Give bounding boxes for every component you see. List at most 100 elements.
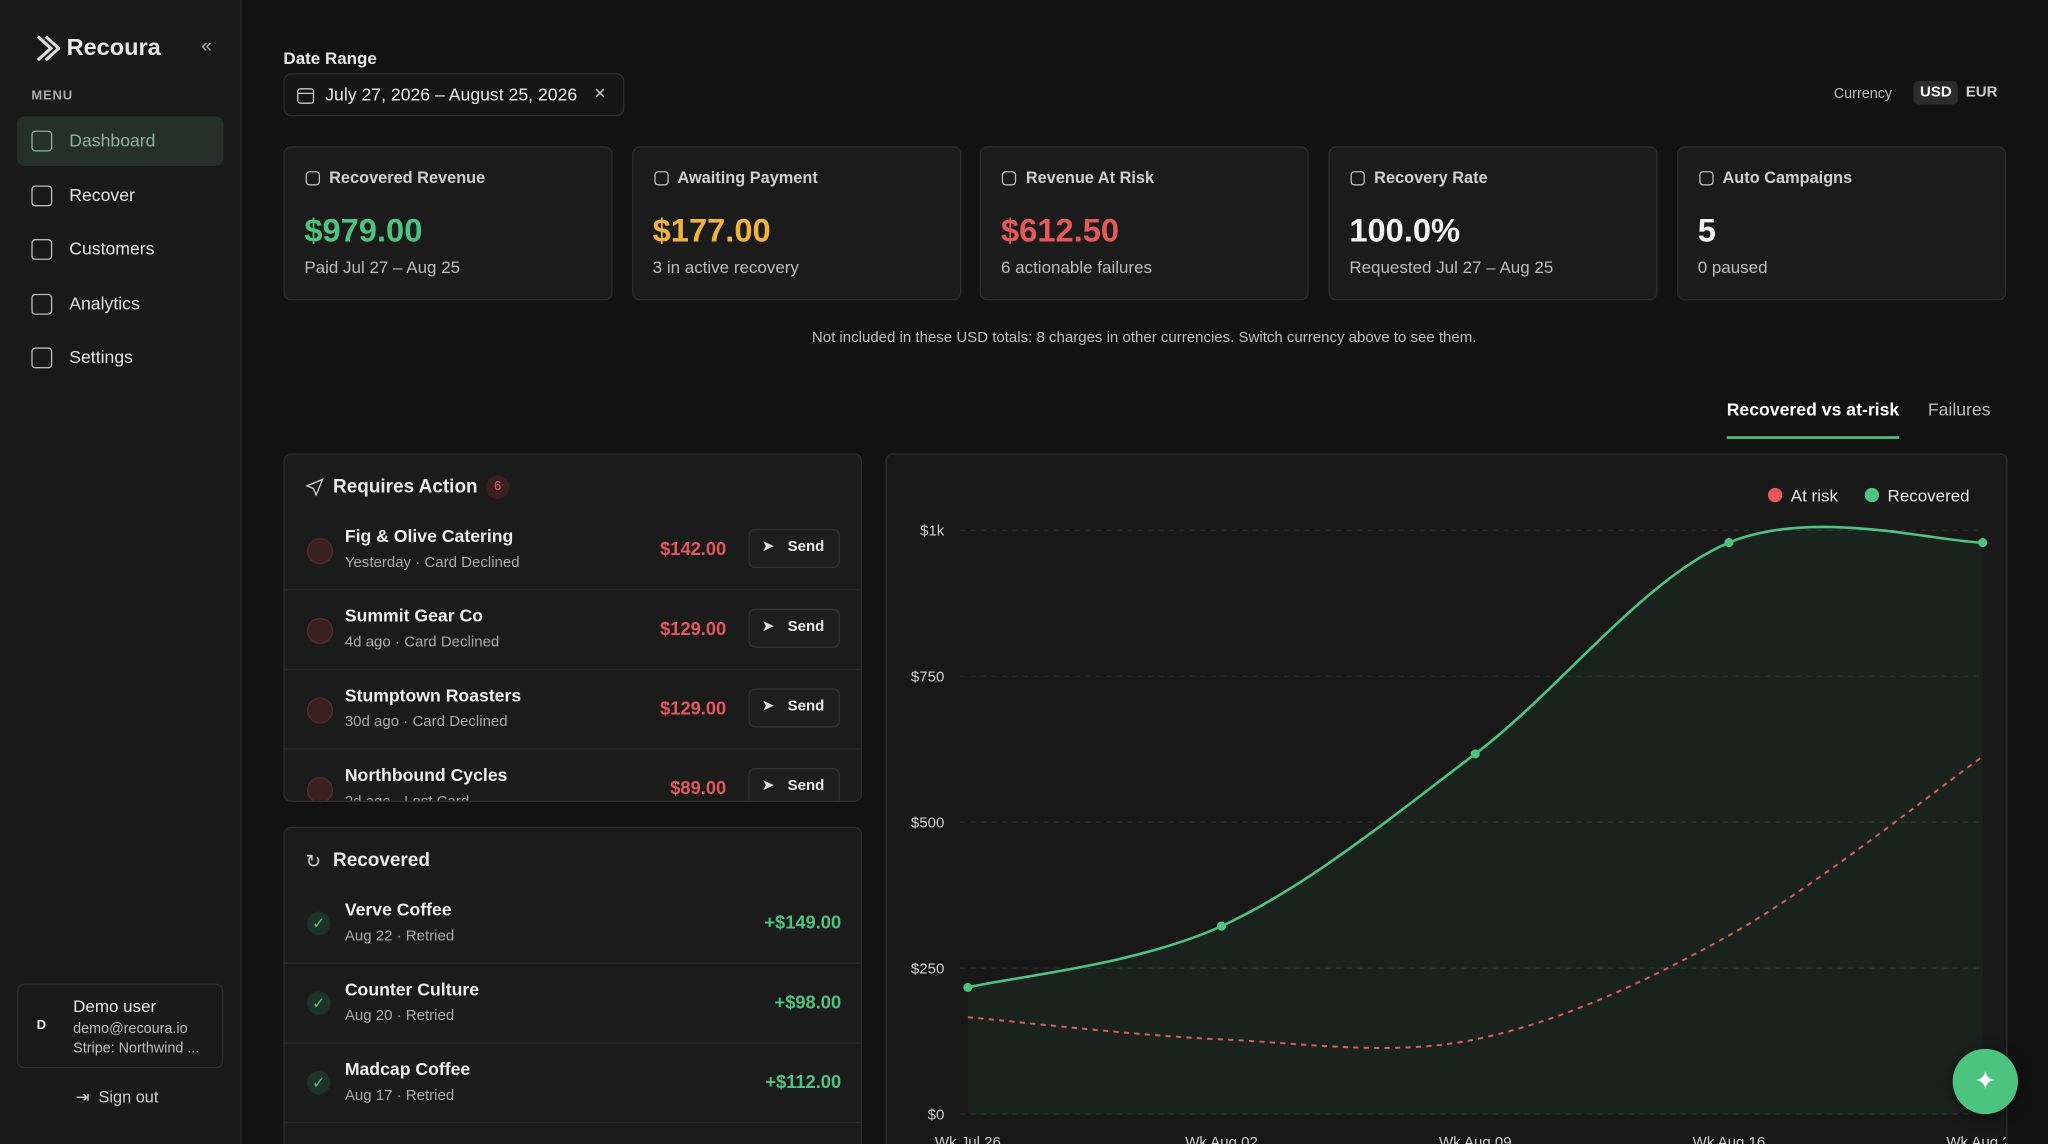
brand: Recoura: [66, 33, 161, 61]
send-label: Send: [787, 698, 825, 715]
recovered-row: ✓ Verve Coffee Aug 22 · Retried +$149.00: [284, 883, 861, 964]
sidebar: Recoura « MENU Dashboard Recover Customers…: [0, 0, 242, 1144]
kpi-value: $177.00: [652, 212, 771, 250]
amount: +$149.00: [764, 911, 842, 933]
calendar-icon: [297, 88, 315, 104]
point: [1470, 749, 1480, 759]
customer-meta: Yesterday · Card Declined: [344, 555, 520, 571]
legend-swatch: [1767, 487, 1783, 503]
card-title: Recovered: [333, 850, 430, 872]
assistant-button[interactable]: ✦: [1952, 1048, 2018, 1115]
tab[interactable]: Failures: [1927, 399, 1991, 420]
logo: [36, 35, 61, 62]
sign-out-label: Sign out: [98, 1087, 159, 1107]
user-stripe: Stripe: Northwind ...: [73, 1040, 200, 1057]
amount: +$98.00: [774, 991, 842, 1013]
nav-icon: [31, 184, 53, 206]
x-tick-label: Wk Aug 16: [1693, 1134, 1766, 1144]
currency-option[interactable]: USD: [1913, 80, 1959, 105]
y-tick-label: $500: [911, 814, 944, 831]
tab[interactable]: Recovered vs at-risk: [1726, 399, 1900, 420]
customer-meta: Aug 20 · Retried: [344, 1008, 455, 1024]
card-title: Requires Action: [333, 476, 478, 498]
send-button[interactable]: ➤ Send: [748, 528, 840, 569]
nav-icon: [31, 347, 53, 369]
kpi-value: 5: [1697, 212, 1716, 250]
nav-item[interactable]: Analytics: [17, 279, 223, 329]
kpi-sub: 0 paused: [1697, 257, 1768, 277]
legend-label: At risk: [1791, 487, 1839, 506]
recovered-row: ✓ Madcap Coffee Aug 17 · Retried +$112.00: [284, 1042, 861, 1124]
send-button[interactable]: ➤ Send: [748, 608, 840, 648]
date-range: July 27, 2026 – August 25, 2026: [325, 84, 578, 105]
kpi-icon: [1350, 171, 1366, 186]
x-tick-label: Wk Aug 23: [1946, 1134, 2006, 1144]
failure-icon: [306, 697, 334, 724]
nav-label: Recover: [69, 184, 135, 205]
requires-action-card: Requires Action 6 Fig & Olive Catering Ye…: [283, 453, 863, 802]
kpi-label: Recovery Rate: [1374, 168, 1488, 187]
nav-item[interactable]: Recover: [17, 170, 223, 220]
customer-name: Summit Gear Co: [344, 606, 483, 626]
customer-name: Northbound Cycles: [344, 765, 508, 785]
nav-label: Settings: [69, 347, 133, 368]
count-badge: 6: [485, 475, 510, 499]
point: [963, 982, 973, 992]
kpi-card: Recovered Revenue $979.00 Paid Jul 27 – Au…: [283, 146, 613, 301]
customer-meta: Aug 22 · Retried: [344, 928, 455, 945]
customer-name: Stumptown Roasters: [344, 685, 522, 706]
date-range-label: Date Range: [283, 48, 377, 68]
point: [1978, 537, 1988, 548]
amount: +$112.00: [765, 1071, 842, 1092]
kpi-card: Revenue At Risk $612.50 6 actionable failu…: [980, 146, 1310, 301]
menu-label: MENU: [31, 88, 73, 104]
currency-label: Currency: [1833, 86, 1893, 102]
recovered-icon: ↻: [305, 850, 321, 872]
amount: $129.00: [660, 697, 727, 719]
nav-item[interactable]: Customers: [17, 225, 223, 275]
action-row: Fig & Olive Catering Yesterday · Card Dec…: [284, 509, 861, 591]
send-icon: ➤: [761, 536, 775, 556]
sign-out[interactable]: ⇥ Sign out: [75, 1087, 159, 1107]
failure-icon: [306, 777, 334, 801]
customer-meta: Aug 17 · Retried: [344, 1087, 455, 1104]
nav-icon: [31, 130, 53, 152]
y-tick-label: $750: [911, 668, 944, 685]
tab-underline: [1726, 436, 1900, 439]
user-name: Demo user: [73, 996, 157, 1017]
line: [967, 755, 1984, 1049]
y-tick-label: $250: [911, 960, 944, 977]
amount: $129.00: [660, 617, 727, 639]
kpi-icon: [1698, 171, 1714, 186]
customer-name: Counter Culture: [344, 979, 480, 1000]
check-icon: ✓: [306, 991, 331, 1015]
user-card[interactable]: D Demo user demo@recoura.io Stripe: Nort…: [16, 983, 224, 1069]
kpi-sub: Requested Jul 27 – Aug 25: [1349, 257, 1554, 277]
clear-button[interactable]: ×: [594, 82, 606, 105]
legend-swatch: [1864, 487, 1880, 503]
send-button[interactable]: ➤ Send: [748, 688, 840, 728]
send-label: Send: [787, 619, 825, 635]
kpi-card: Recovery Rate 100.0% Requested Jul 27 – Au…: [1328, 146, 1658, 301]
kpi-card: Awaiting Payment $177.00 3 in active recov…: [631, 146, 961, 301]
chart-card: $0 $250 $500 $750 $1k Wk Jul 26 Wk Aug 02 Wk Au…: [885, 453, 2008, 1144]
x-tick-label: Wk Aug 02: [1185, 1134, 1258, 1144]
collapse-button[interactable]: «: [201, 35, 213, 58]
kpi-label: Revenue At Risk: [1025, 168, 1155, 187]
customer-meta: 30d ago · Card Declined: [344, 714, 508, 731]
check-icon: ✓: [306, 1071, 331, 1095]
area: [967, 526, 1983, 1115]
nav-item[interactable]: Dashboard: [16, 116, 224, 166]
date-range-picker[interactable]: July 27, 2026 – August 25, 2026 ×: [283, 73, 625, 117]
send-icon: [305, 478, 324, 497]
nav-item[interactable]: Settings: [17, 333, 223, 383]
x-tick-label: Wk Jul 26: [935, 1134, 1001, 1144]
recovered-card: ↻ Recovered ✓ Verve Coffee Aug 22 · Retrie…: [283, 826, 863, 1144]
send-button[interactable]: ➤ Send: [748, 767, 840, 801]
kpi-sub: 6 actionable failures: [1000, 257, 1153, 277]
currency-option[interactable]: EUR: [1965, 84, 1998, 101]
nav-label: Customers: [69, 239, 155, 259]
y-tick-label: $1k: [920, 523, 945, 540]
nav-label: Dashboard: [69, 130, 156, 151]
